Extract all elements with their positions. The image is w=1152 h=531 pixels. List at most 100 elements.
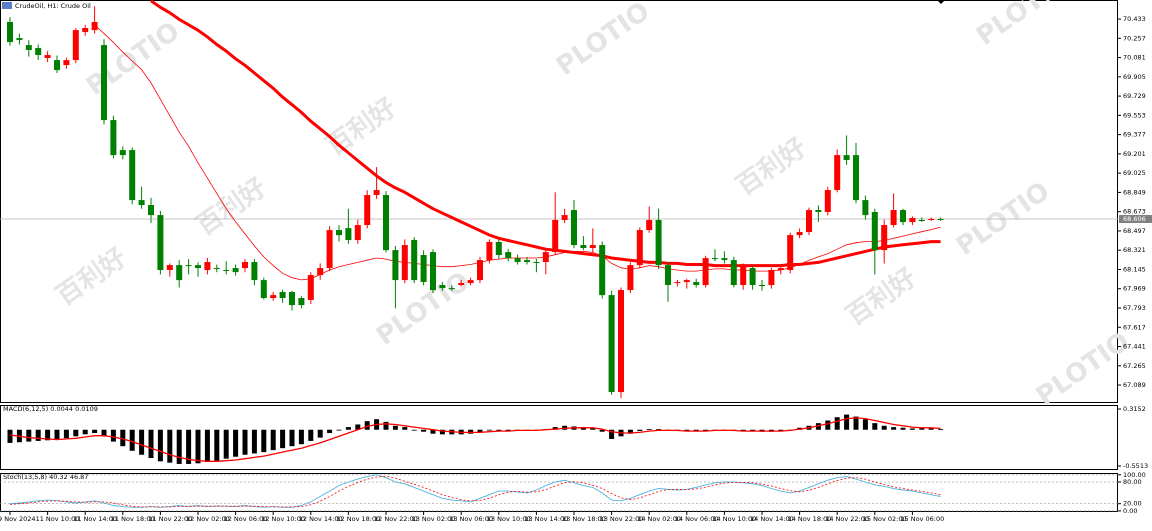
current-price-box [1119, 215, 1152, 224]
candle-body [806, 210, 812, 233]
macd-bar [646, 429, 652, 430]
watermark: 百利好 [321, 93, 402, 162]
watermark: 百利好 [731, 133, 812, 202]
x-tick-label: 14 Nov 14:00 [750, 515, 794, 523]
candle-body [307, 275, 314, 301]
macd-bar [7, 429, 13, 443]
x-tick-label: 12 Nov 22:00 [374, 515, 418, 523]
macd-bar [120, 429, 126, 447]
candle-body [937, 219, 944, 221]
candle-body [213, 268, 220, 270]
candle-body [759, 285, 765, 287]
watermark: PLOTIO [551, 0, 655, 82]
macd-bar [825, 420, 831, 430]
candle-body [101, 45, 107, 121]
macd-bar [251, 429, 257, 454]
x-tick-label: 12 Nov 10:00 [261, 515, 305, 523]
macd-bar [402, 427, 408, 430]
y-tick-label: 68.145 [1123, 265, 1146, 273]
candle-body [890, 210, 897, 226]
candle-body [185, 265, 192, 267]
candle-body [354, 225, 361, 241]
macd-bar [101, 429, 107, 437]
candle-body [279, 292, 286, 299]
macd-bar [223, 429, 229, 459]
y-tick-label: 70.257 [1123, 34, 1146, 42]
candle-body [270, 295, 277, 299]
x-tick-label: 11 Nov 10:00 [36, 515, 80, 523]
macd-bar [270, 429, 276, 451]
macd-bar [204, 429, 210, 462]
macd-bar [891, 427, 897, 430]
macd-bar [844, 414, 850, 430]
candle-body [289, 292, 295, 306]
y-tick-label: 69.905 [1123, 73, 1146, 81]
watermark-text: PLOTIO [551, 0, 655, 82]
x-tick-label: 14 Nov 22:00 [825, 515, 869, 523]
macd-bar [110, 429, 116, 442]
macd-bar [703, 429, 709, 431]
macd-bar [242, 429, 248, 455]
candle-body [552, 219, 559, 253]
candle-body [477, 260, 483, 281]
candle-body [824, 190, 831, 213]
macd-bar [308, 429, 314, 441]
y-tick-label: 67.969 [1123, 285, 1146, 293]
candle-body [702, 258, 709, 286]
candle-body [195, 265, 201, 269]
macd-bar [609, 429, 615, 439]
candle-body [533, 262, 540, 264]
x-tick-label: 11 Nov 18:00 [111, 515, 155, 523]
candle-body [148, 205, 154, 216]
chart-icon [2, 2, 12, 9]
macd-bar [496, 429, 502, 431]
candle-body [871, 212, 878, 251]
candle-body [317, 268, 324, 276]
macd-bar [938, 429, 944, 430]
macd-title: MACD(6,12,5) 0.0044 0.0109 [3, 405, 98, 413]
candle-body [571, 210, 577, 246]
y-tick-label: 0.00 [1123, 507, 1137, 515]
candle-body [373, 190, 380, 196]
macd-bar [261, 429, 267, 453]
candle-body [542, 252, 549, 263]
macd-bar [468, 429, 474, 434]
candle-body [627, 265, 634, 291]
macd-bar [336, 429, 342, 431]
macd-bar [45, 429, 51, 441]
macd-bar [129, 429, 135, 451]
y-tick-label: 70.433 [1123, 15, 1146, 23]
y-tick-label: 0.3152 [1123, 405, 1146, 413]
macd-bar [92, 429, 98, 434]
candle-body [608, 295, 615, 393]
y-tick-label: 69.025 [1123, 169, 1146, 177]
candle-body [655, 219, 662, 266]
macd-bar [280, 429, 286, 449]
macd-bar [82, 429, 88, 435]
candle-body [599, 245, 606, 296]
candle-body [383, 195, 389, 251]
x-tick-label: 14 Nov 18:00 [788, 515, 832, 523]
candle-body [618, 290, 624, 393]
y-tick-label: 69.377 [1123, 131, 1146, 139]
macd-bar [919, 428, 925, 430]
macd-bar [740, 429, 746, 432]
macd-bar [63, 429, 69, 439]
candle-body [392, 250, 399, 281]
candle-body [514, 258, 521, 263]
main-panel [0, 0, 1118, 403]
watermark: 百利好 [51, 243, 132, 312]
macd-bar [392, 425, 398, 430]
macd-bar [139, 429, 145, 455]
candle-body [119, 150, 126, 156]
candle-body [138, 200, 145, 206]
candle-body [730, 260, 737, 286]
macd-bar [421, 429, 427, 432]
macd-panel [0, 405, 1118, 470]
y-tick-label: 67.793 [1123, 304, 1146, 312]
candle-body [223, 270, 230, 272]
macd-bar [54, 429, 60, 440]
candle-body [777, 268, 784, 271]
macd-bar [693, 429, 699, 432]
